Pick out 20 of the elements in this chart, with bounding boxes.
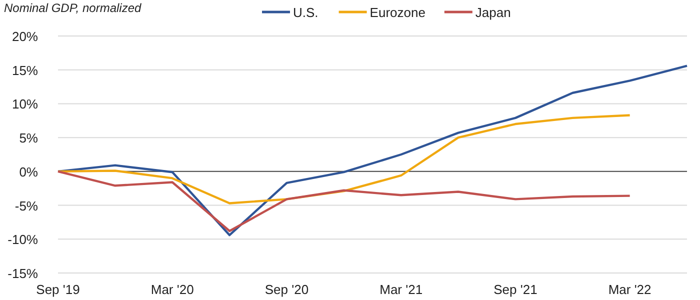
x-tick-label: Sep '20 [264,282,309,297]
y-tick-label: 15% [12,62,38,78]
x-tick-label: Sep '21 [494,282,538,297]
y-tick-label: -10% [8,232,38,248]
x-tick-label: Mar '21 [380,282,423,297]
y-tick-label: 0% [19,164,38,180]
x-tick-label: Sep '19 [36,282,80,297]
x-tick-label: Mar '22 [608,282,652,297]
chart-title: Nominal GDP, normalized [4,1,142,15]
line-series [56,64,688,236]
legend-label: U.S. [293,5,318,20]
y-tick-label: 20% [12,29,38,44]
y-tick-label: -15% [8,266,38,281]
y-tick-label: 5% [19,130,38,146]
legend-label: Japan [475,5,511,20]
y-tick-label: -5% [14,198,38,214]
legend-label: Eurozone [370,5,426,20]
line-series [56,170,631,232]
x-tick-label: Mar '20 [150,282,194,297]
y-tick-label: 10% [12,96,38,112]
